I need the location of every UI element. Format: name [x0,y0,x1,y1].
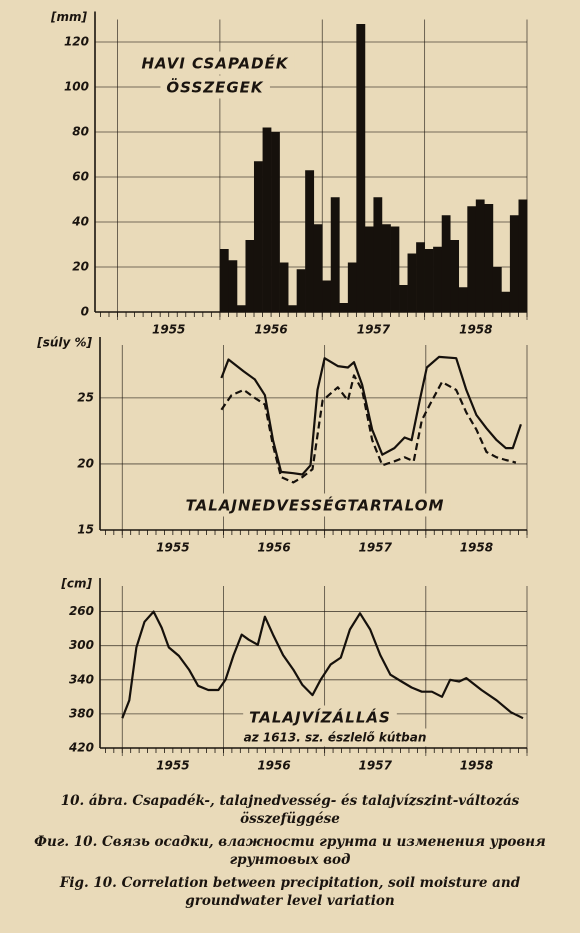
y-tick-label: 100 [64,80,89,94]
y-tick-label: 25 [77,390,94,404]
bar [390,226,400,312]
subtitle-background [160,75,270,99]
x-tick-label: 1957 [357,323,391,337]
bar [245,240,255,312]
bar [399,285,408,312]
x-tick-label: 1958 [460,541,493,555]
y-tick-label: 420 [68,741,94,755]
x-tick-label: 1955 [156,759,189,773]
bar [288,305,297,312]
line [121,610,524,720]
bar [501,291,511,312]
bar [313,224,323,312]
bar [305,170,315,312]
chart-title: HAVI CSAPADÉK [142,54,289,73]
y-tick-label: 40 [71,215,89,229]
bar [381,224,391,312]
bar [424,249,434,312]
title-background [243,705,397,729]
bar [518,199,528,312]
y-tick-label: 20 [77,456,94,470]
bar [433,246,443,312]
bar [356,24,366,312]
y-tick-label: 80 [72,125,89,139]
y-tick-label: 15 [77,523,94,537]
bar [484,204,494,312]
subtitle-background [237,728,433,747]
title-background [135,51,295,75]
bar [450,240,460,312]
x-tick-label: 1956 [257,541,290,555]
bar [364,226,374,312]
bar [228,260,238,312]
figure: 0 20 40 60 80 100 120 1955 1956 1957 1958 [mm] HAVI … [36,10,528,773]
bar [339,303,349,312]
x-tick-label: 1957 [359,541,393,555]
x-tick-label: 1955 [156,541,189,555]
y-tick-label: 380 [69,706,94,720]
x-tick-label: 1956 [254,323,287,337]
chart-title: TALAJVÍZÁLLÁS [249,708,391,727]
line [220,355,522,476]
bar [253,161,263,312]
bar [416,242,425,312]
x-tick-label: 1958 [460,759,493,773]
caption: Fig. 10. Correlation between precipitati… [59,875,521,909]
bar [441,215,451,312]
bar [262,127,272,312]
y-tick-label: 300 [69,638,94,652]
bar [322,280,332,312]
x-tick-label: 1955 [152,323,185,337]
bar [458,287,468,312]
bar [236,305,246,312]
bar [509,215,519,312]
y-tick-label: 120 [64,35,89,49]
title-background [179,493,451,517]
caption: 10. ábra. Csapadék-, talajnedvesség- és … [60,793,520,827]
y-axis-label: [cm] [60,577,92,591]
bar [279,262,289,312]
x-tick-label: 1957 [359,759,393,773]
bar [475,199,485,312]
bar [347,262,357,312]
caption: Фиг. 10. Связь осадки, влажности грунта … [34,834,546,868]
y-tick-label: 260 [69,604,94,618]
bar [271,132,280,312]
y-tick-label: 0 [81,305,89,319]
chart-title: TALAJNEDVESSÉGTARTALOM [186,496,445,515]
chart-subtitle: ÖSSZEGEK [166,78,264,97]
bar [330,197,340,312]
y-tick-label: 20 [72,260,89,274]
y-tick-label: 340 [69,672,94,686]
bar [407,253,417,312]
chart-subtitle: az 1613. sz. észlelő kútban [244,731,427,745]
bar [467,206,477,312]
bar [492,267,502,312]
captions: 10. ábra. Csapadék-, talajnedvesség- és … [0,792,580,915]
bar [296,269,306,312]
x-tick-label: 1956 [257,759,290,773]
line [220,374,517,484]
y-axis-label: [súly %] [36,336,92,350]
x-tick-label: 1958 [459,323,492,337]
y-tick-label: 60 [72,170,89,184]
bar [373,197,383,312]
y-axis-label: [mm] [50,10,87,24]
bar [219,249,229,312]
